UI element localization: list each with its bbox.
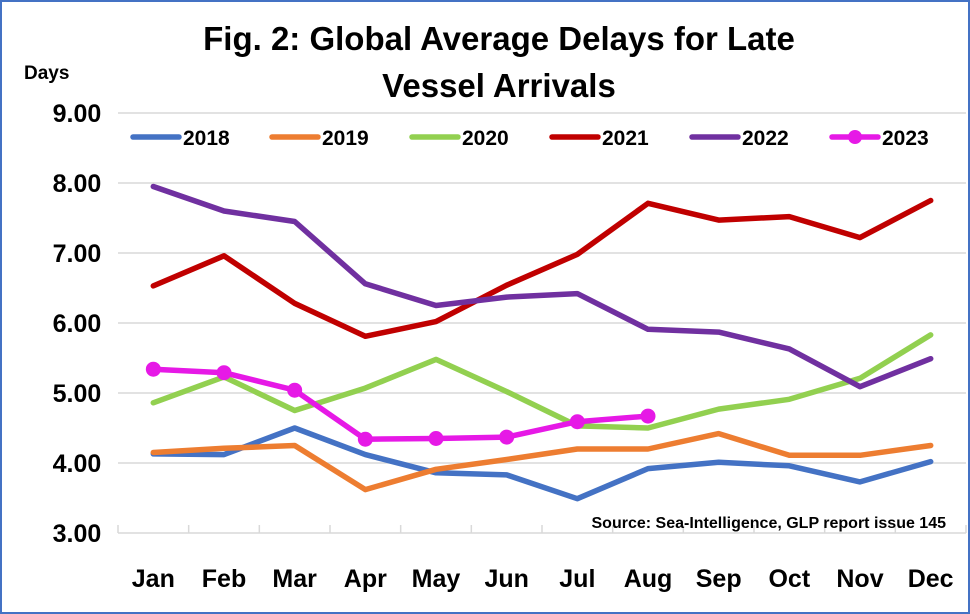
y-tick-label: 8.00: [53, 170, 102, 198]
legend-item-2022: 2022: [689, 127, 789, 150]
x-tick-label: Nov: [836, 565, 883, 593]
x-tick-label: Oct: [768, 565, 810, 593]
data-point-2023: [499, 429, 515, 445]
x-axis: Jan Feb Mar Apr May Jun Jul Aug Sep Oct Nov Dec: [117, 525, 967, 593]
legend-label: 2021: [602, 127, 649, 150]
x-tick-label: Aug: [624, 565, 673, 593]
legend-item-2020: 2020: [409, 127, 509, 150]
x-tick-label: Dec: [908, 565, 954, 593]
x-tick-label: Jul: [559, 565, 595, 593]
legend-label: 2019: [322, 127, 369, 150]
y-axis-label: Days: [24, 63, 69, 84]
legend-label: 2023: [882, 127, 929, 150]
x-tick-label: Sep: [696, 565, 742, 593]
data-point-2023: [357, 431, 373, 447]
x-tick-label: Apr: [344, 565, 387, 593]
chart-title-line-1: Fig. 2: Global Average Delays for Late: [203, 20, 795, 57]
y-tick-label: 7.00: [53, 240, 102, 268]
x-tick-label: May: [412, 565, 461, 593]
data-point-2023: [287, 382, 303, 398]
x-tick-label: Feb: [202, 565, 246, 593]
series-line-2021: [150, 197, 934, 340]
series-line-2020: [150, 332, 934, 431]
y-tick-label: 4.00: [53, 450, 102, 478]
legend-item-2021: 2021: [549, 127, 649, 150]
series-line-2023: [150, 366, 651, 442]
y-tick-label: 5.00: [53, 380, 102, 408]
series-line-2018: [150, 425, 934, 502]
legend-label: 2020: [462, 127, 509, 150]
legend-item-2023: 2023: [829, 127, 929, 150]
x-tick-label: Mar: [272, 565, 317, 593]
y-tick-label: 9.00: [53, 100, 102, 128]
data-point-2023: [145, 361, 161, 377]
source-annotation: Source: Sea-Intelligence, GLP report iss…: [592, 515, 947, 532]
y-axis-ticks: 3.00 4.00 5.00 6.00 7.00 8.00 9.00: [53, 100, 102, 548]
data-point-2023: [569, 414, 585, 430]
series-line-2019: [150, 430, 934, 493]
x-tick-label: Jun: [484, 565, 528, 593]
y-tick-label: 3.00: [53, 520, 102, 548]
chart-title-line-2: Vessel Arrivals: [382, 67, 616, 104]
x-tick-label: Jan: [132, 565, 175, 593]
legend-item-2019: 2019: [269, 127, 369, 150]
legend: 2018 2019 2020 2021 2022 2023: [130, 127, 929, 150]
legend-label: 2018: [183, 127, 230, 150]
legend-marker: [848, 130, 862, 144]
legend-label: 2022: [742, 127, 789, 150]
data-point-2023: [428, 431, 444, 446]
data-point-2023: [640, 408, 656, 424]
series-line-2022: [150, 183, 934, 390]
series-group: [145, 183, 934, 502]
data-point-2023: [216, 365, 232, 381]
y-tick-label: 6.00: [53, 310, 102, 338]
chart-title: Fig. 2: Global Average Delays for Late V…: [203, 20, 795, 104]
legend-item-2018: 2018: [130, 127, 230, 150]
